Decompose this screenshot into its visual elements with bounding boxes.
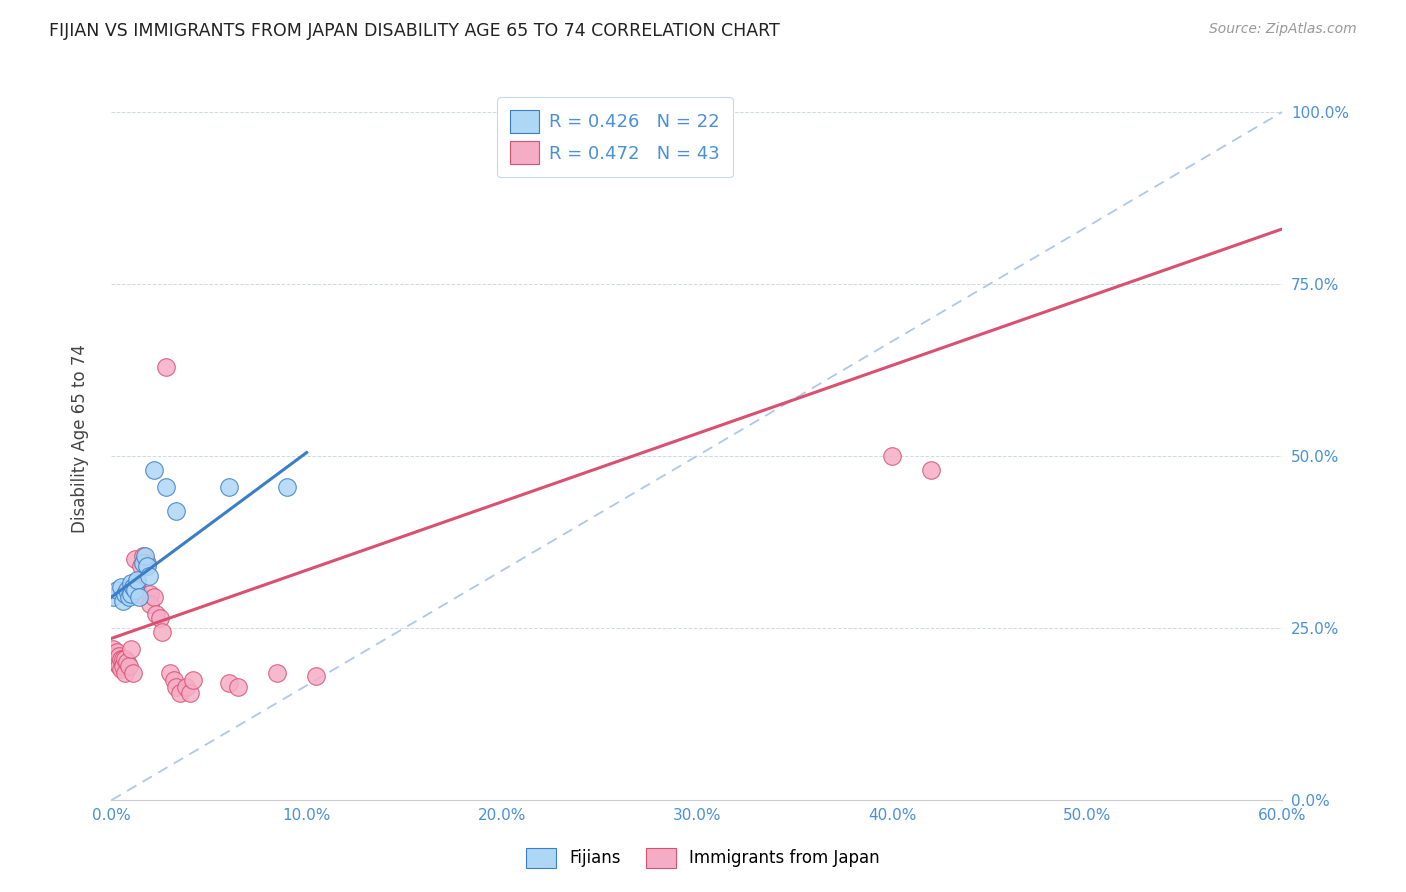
- Point: [179, 686, 201, 700]
- Point: [114, 587, 136, 601]
- Point: [163, 673, 186, 687]
- Point: [120, 641, 142, 656]
- Point: [183, 673, 205, 687]
- Point: [145, 607, 167, 622]
- Point: [108, 659, 131, 673]
- Text: Source: ZipAtlas.com: Source: ZipAtlas.com: [1209, 22, 1357, 37]
- Point: [125, 573, 148, 587]
- Point: [139, 597, 162, 611]
- Point: [110, 652, 132, 666]
- Point: [138, 569, 160, 583]
- Point: [112, 652, 135, 666]
- Point: [134, 549, 156, 563]
- Point: [125, 576, 148, 591]
- Point: [108, 648, 131, 663]
- Point: [169, 686, 191, 700]
- Point: [103, 590, 125, 604]
- Point: [124, 552, 146, 566]
- Point: [920, 463, 942, 477]
- Point: [129, 559, 152, 574]
- Point: [105, 656, 128, 670]
- Point: [110, 580, 132, 594]
- Point: [122, 665, 145, 680]
- Point: [165, 504, 187, 518]
- Point: [120, 576, 142, 591]
- Point: [110, 662, 132, 676]
- Point: [115, 656, 138, 670]
- Point: [139, 587, 162, 601]
- Point: [128, 587, 150, 601]
- Point: [112, 593, 135, 607]
- Point: [112, 659, 135, 673]
- Point: [114, 652, 136, 666]
- Point: [105, 583, 128, 598]
- Point: [174, 680, 197, 694]
- Point: [143, 590, 166, 604]
- Point: [104, 656, 127, 670]
- Point: [155, 480, 177, 494]
- Point: [115, 583, 138, 598]
- Legend: Fijians, Immigrants from Japan: Fijians, Immigrants from Japan: [519, 841, 887, 875]
- Point: [103, 641, 125, 656]
- Point: [882, 449, 904, 463]
- Point: [155, 359, 177, 374]
- Point: [114, 665, 136, 680]
- Point: [228, 680, 250, 694]
- Point: [105, 645, 128, 659]
- Point: [218, 676, 240, 690]
- Point: [159, 665, 181, 680]
- Point: [165, 680, 187, 694]
- Point: [128, 590, 150, 604]
- Point: [266, 665, 288, 680]
- Y-axis label: Disability Age 65 to 74: Disability Age 65 to 74: [72, 344, 89, 533]
- Point: [218, 480, 240, 494]
- Point: [120, 587, 142, 601]
- Point: [122, 580, 145, 594]
- Point: [276, 480, 298, 494]
- Point: [104, 648, 127, 663]
- Legend: R = 0.426   N = 22, R = 0.472   N = 43: R = 0.426 N = 22, R = 0.472 N = 43: [498, 97, 733, 178]
- Point: [124, 583, 146, 598]
- Point: [135, 559, 157, 574]
- Point: [135, 556, 157, 570]
- Point: [118, 659, 141, 673]
- Point: [305, 669, 328, 683]
- Point: [149, 611, 172, 625]
- Point: [131, 556, 153, 570]
- Point: [131, 549, 153, 563]
- Point: [118, 590, 141, 604]
- Text: FIJIAN VS IMMIGRANTS FROM JAPAN DISABILITY AGE 65 TO 74 CORRELATION CHART: FIJIAN VS IMMIGRANTS FROM JAPAN DISABILI…: [49, 22, 780, 40]
- Point: [150, 624, 173, 639]
- Point: [143, 463, 166, 477]
